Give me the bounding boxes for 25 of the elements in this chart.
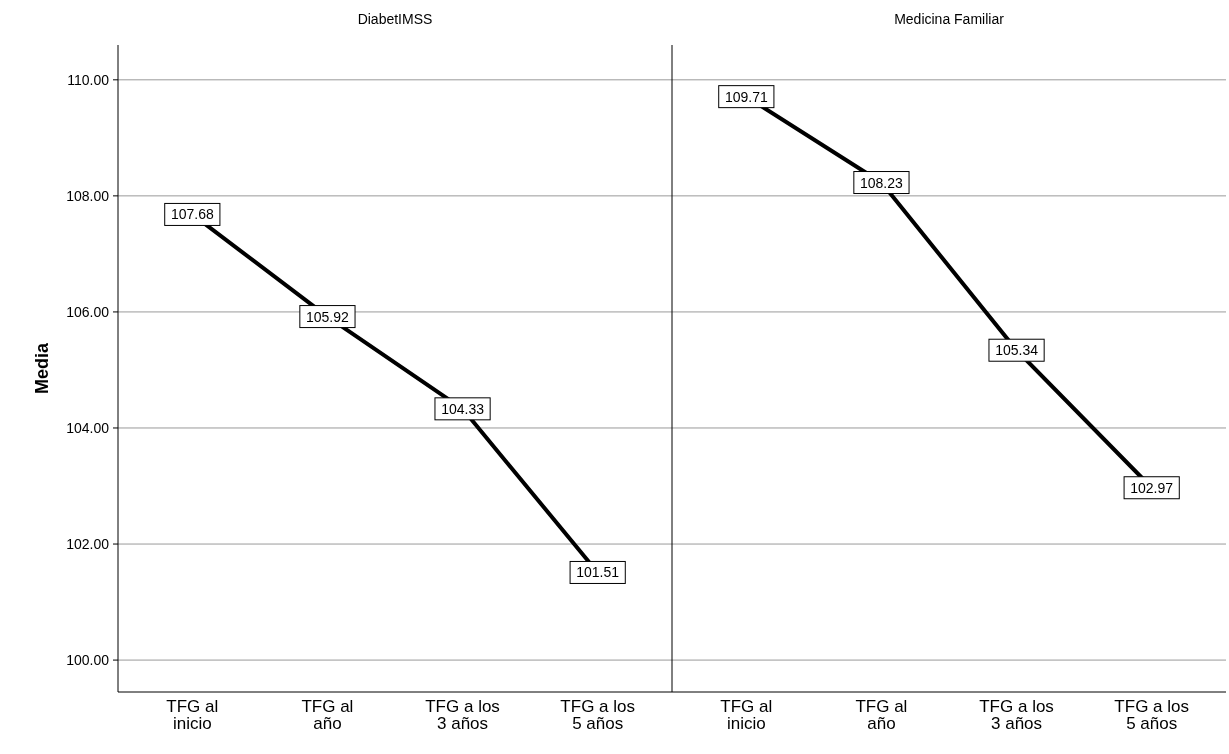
data-label: 101.51 <box>576 564 620 581</box>
x-tick-label: TFG al inicio <box>720 697 773 733</box>
y-tick-label: 110.00 <box>67 71 110 88</box>
y-axis-title: Media <box>32 342 52 395</box>
data-label: 104.33 <box>441 400 485 417</box>
data-label: 108.23 <box>860 174 904 191</box>
y-tick-label: 102.00 <box>66 536 110 553</box>
x-tick-label: TFG a los 3 años <box>425 697 500 733</box>
y-tick-label: 108.00 <box>66 187 110 204</box>
data-label: 105.92 <box>306 308 350 325</box>
data-label: 102.97 <box>1130 479 1174 496</box>
x-tick-label: TFG a los 3 años <box>979 697 1054 733</box>
x-tick-label: TFG al año <box>855 697 908 733</box>
x-tick-label: TFG a los 5 años <box>1114 697 1189 733</box>
y-tick-label: 100.00 <box>66 652 110 669</box>
chart-title: Medicina Familiar <box>894 11 1005 27</box>
x-tick-label: TFG a los 5 años <box>560 697 635 733</box>
y-tick-label: 106.00 <box>66 303 110 320</box>
y-tick-label: 104.00 <box>66 419 110 436</box>
data-label: 107.68 <box>170 206 214 223</box>
data-label: 105.34 <box>995 342 1039 359</box>
chart-title: DiabetIMSS <box>357 11 433 27</box>
x-tick-label: TFG al año <box>301 697 354 733</box>
x-tick-label: TFG al inicio <box>166 697 219 733</box>
data-label: 109.71 <box>724 88 768 105</box>
